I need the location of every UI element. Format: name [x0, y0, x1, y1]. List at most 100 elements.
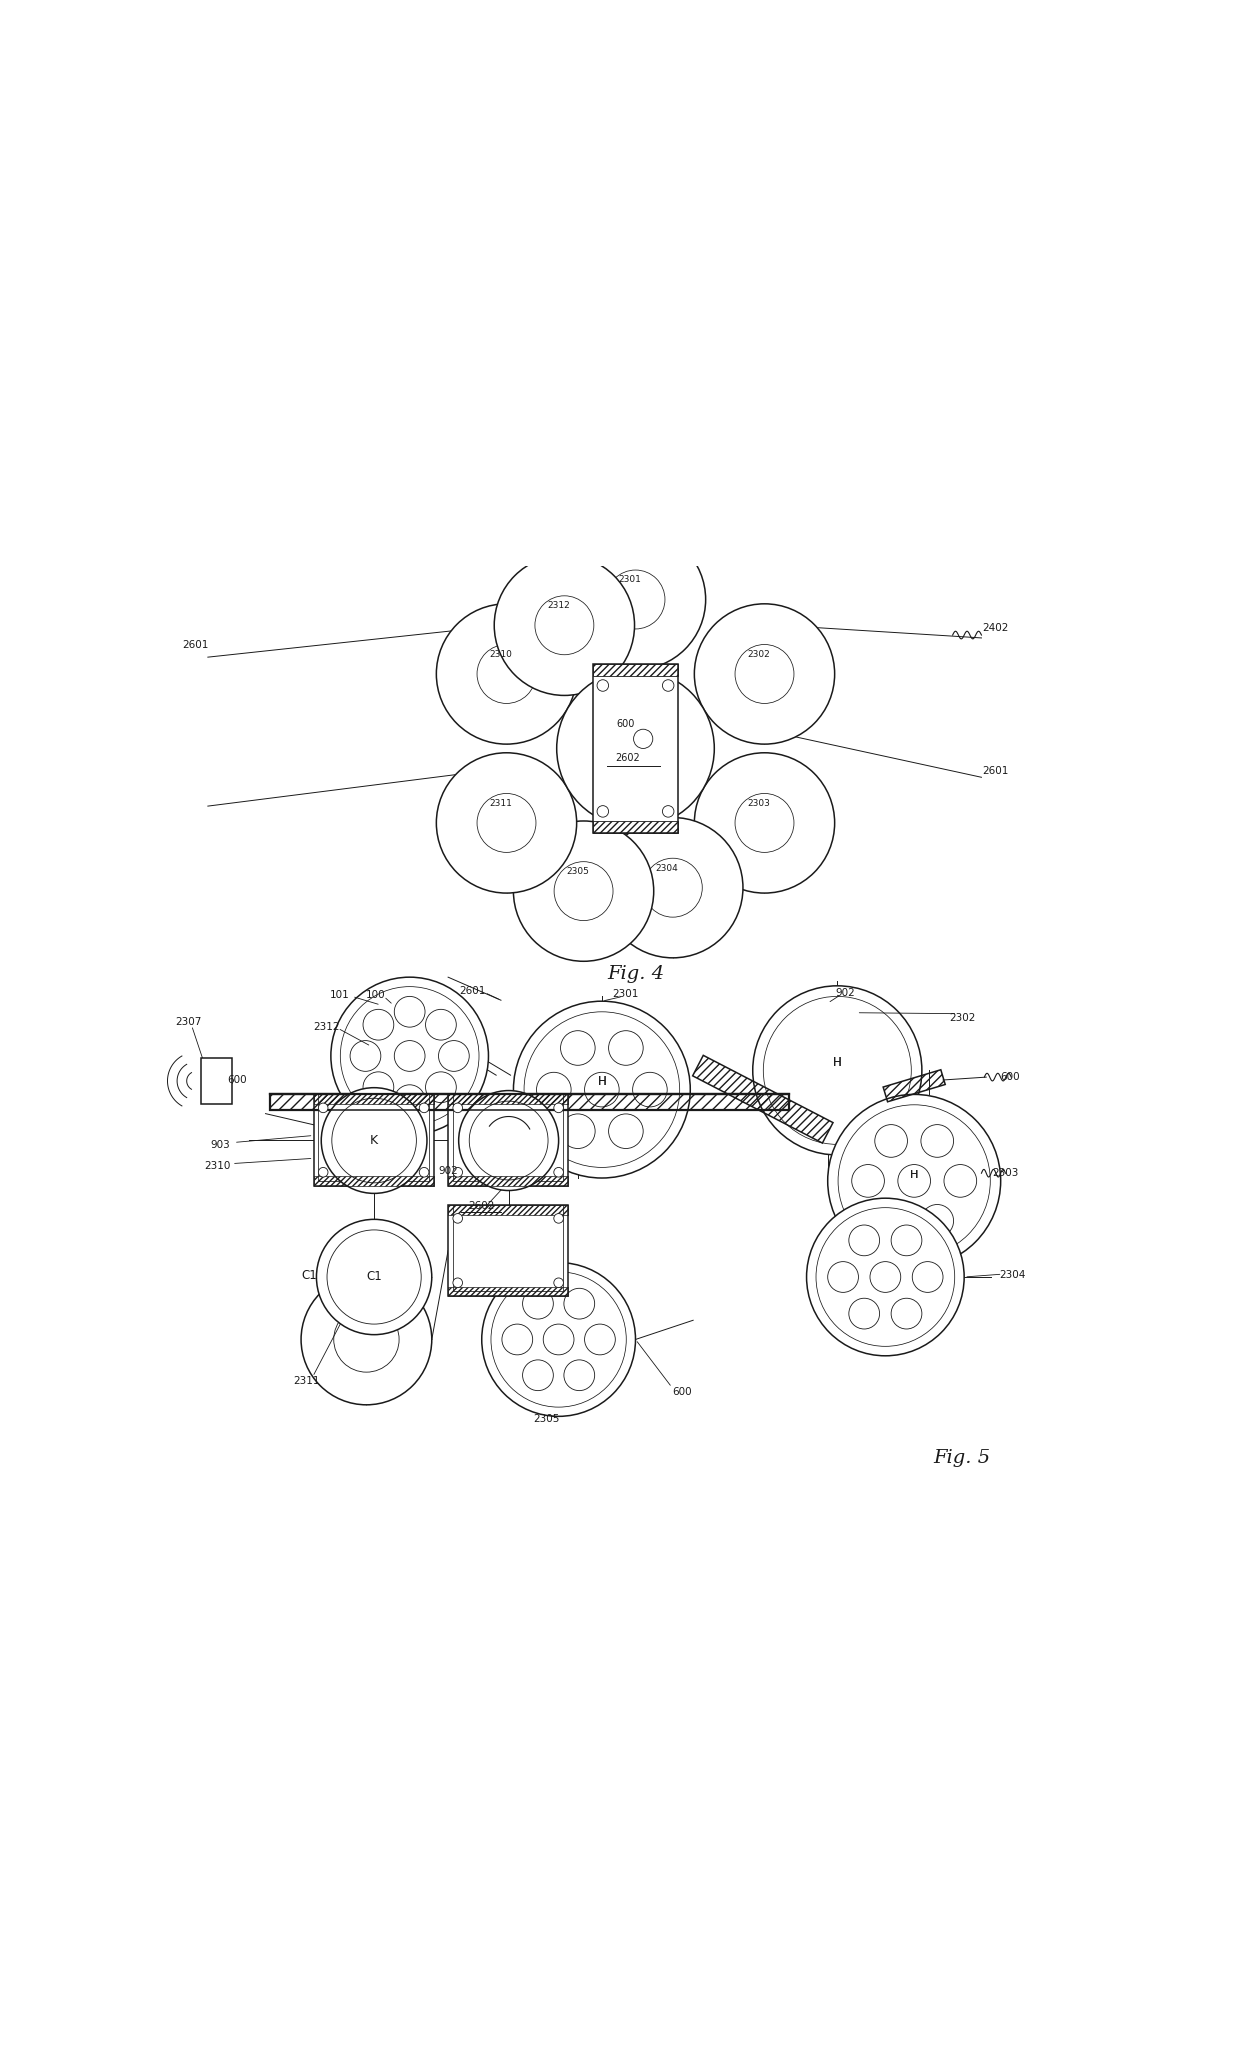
- Text: 2601: 2601: [982, 765, 1009, 775]
- Circle shape: [394, 1086, 425, 1115]
- Circle shape: [425, 1009, 456, 1040]
- Circle shape: [921, 1125, 954, 1158]
- Circle shape: [852, 1164, 884, 1198]
- Circle shape: [554, 1102, 563, 1113]
- Circle shape: [513, 821, 653, 961]
- Text: 2304: 2304: [999, 1270, 1025, 1280]
- Circle shape: [838, 1104, 991, 1258]
- Text: 2302: 2302: [748, 651, 770, 659]
- Text: 101: 101: [330, 990, 350, 1001]
- Text: 100: 100: [366, 990, 386, 1001]
- Circle shape: [459, 1090, 558, 1191]
- Text: Fig. 5: Fig. 5: [934, 1448, 991, 1467]
- Circle shape: [543, 1324, 574, 1355]
- Bar: [453, 1206, 563, 1291]
- Circle shape: [560, 1030, 595, 1065]
- Circle shape: [537, 1073, 572, 1106]
- Circle shape: [534, 597, 594, 655]
- Circle shape: [453, 1278, 463, 1287]
- Text: 2312: 2312: [547, 601, 570, 609]
- Text: 2310: 2310: [205, 1162, 231, 1171]
- Circle shape: [363, 1009, 394, 1040]
- Text: 2307: 2307: [175, 1017, 202, 1028]
- Circle shape: [874, 1125, 908, 1158]
- Circle shape: [327, 1231, 422, 1324]
- Text: 903: 903: [211, 1140, 231, 1150]
- Circle shape: [564, 1359, 595, 1390]
- Circle shape: [944, 1164, 977, 1198]
- Circle shape: [513, 1001, 691, 1179]
- Bar: [448, 1287, 568, 1297]
- Circle shape: [481, 1262, 635, 1417]
- Text: 2402: 2402: [982, 624, 1009, 634]
- Circle shape: [694, 752, 835, 893]
- Text: K: K: [370, 1133, 378, 1148]
- Circle shape: [491, 1272, 626, 1407]
- Circle shape: [419, 1102, 429, 1113]
- Text: 902: 902: [835, 988, 854, 997]
- Text: H: H: [598, 1075, 606, 1088]
- Circle shape: [502, 1324, 533, 1355]
- Circle shape: [606, 570, 665, 630]
- Circle shape: [469, 1100, 548, 1179]
- Circle shape: [319, 1102, 327, 1113]
- Circle shape: [321, 1088, 427, 1193]
- Text: 2305: 2305: [567, 866, 589, 876]
- Bar: [448, 1094, 568, 1185]
- Circle shape: [301, 1274, 432, 1405]
- Circle shape: [453, 1214, 463, 1222]
- Circle shape: [350, 1040, 381, 1071]
- Text: 2311: 2311: [490, 800, 512, 808]
- Circle shape: [436, 752, 577, 893]
- Bar: [453, 1094, 563, 1181]
- Circle shape: [554, 862, 613, 920]
- Circle shape: [334, 1307, 399, 1372]
- Text: 2305: 2305: [533, 1415, 559, 1423]
- Circle shape: [898, 1164, 930, 1198]
- Text: C1: C1: [301, 1268, 316, 1283]
- Text: 2301: 2301: [619, 576, 641, 584]
- Circle shape: [522, 1359, 553, 1390]
- Circle shape: [319, 1167, 327, 1177]
- Text: H: H: [910, 1171, 919, 1181]
- Bar: [314, 1094, 434, 1104]
- Text: 2601: 2601: [459, 986, 485, 997]
- Circle shape: [913, 1262, 942, 1293]
- Text: 600: 600: [227, 1075, 247, 1086]
- Bar: [270, 1094, 789, 1111]
- Text: 2302: 2302: [949, 1013, 976, 1021]
- Bar: [448, 1206, 568, 1297]
- Circle shape: [596, 680, 609, 692]
- Bar: [448, 1094, 568, 1104]
- Bar: [448, 1177, 568, 1185]
- Bar: [448, 1206, 568, 1214]
- Circle shape: [584, 1324, 615, 1355]
- Text: 600: 600: [672, 1388, 692, 1397]
- Circle shape: [525, 1011, 680, 1167]
- Bar: [314, 1094, 434, 1185]
- Circle shape: [425, 1071, 456, 1102]
- Bar: [201, 1059, 232, 1104]
- Circle shape: [439, 1040, 469, 1071]
- Text: H: H: [910, 1171, 919, 1181]
- Text: H: H: [833, 1057, 842, 1069]
- Circle shape: [694, 603, 835, 744]
- Text: 2304: 2304: [656, 864, 678, 872]
- Circle shape: [892, 1299, 921, 1328]
- Text: H: H: [833, 1057, 842, 1069]
- Bar: [319, 1094, 429, 1181]
- Circle shape: [849, 1225, 879, 1256]
- Circle shape: [331, 978, 489, 1135]
- Circle shape: [453, 1167, 463, 1177]
- Text: Fig. 4: Fig. 4: [606, 966, 665, 984]
- Circle shape: [849, 1299, 879, 1328]
- Circle shape: [477, 644, 536, 702]
- Circle shape: [419, 1167, 429, 1177]
- Circle shape: [584, 1073, 619, 1106]
- Circle shape: [363, 1071, 394, 1102]
- Text: 2311: 2311: [294, 1376, 320, 1386]
- Circle shape: [662, 680, 675, 692]
- Circle shape: [316, 1218, 432, 1334]
- Circle shape: [644, 858, 702, 918]
- Circle shape: [828, 1262, 858, 1293]
